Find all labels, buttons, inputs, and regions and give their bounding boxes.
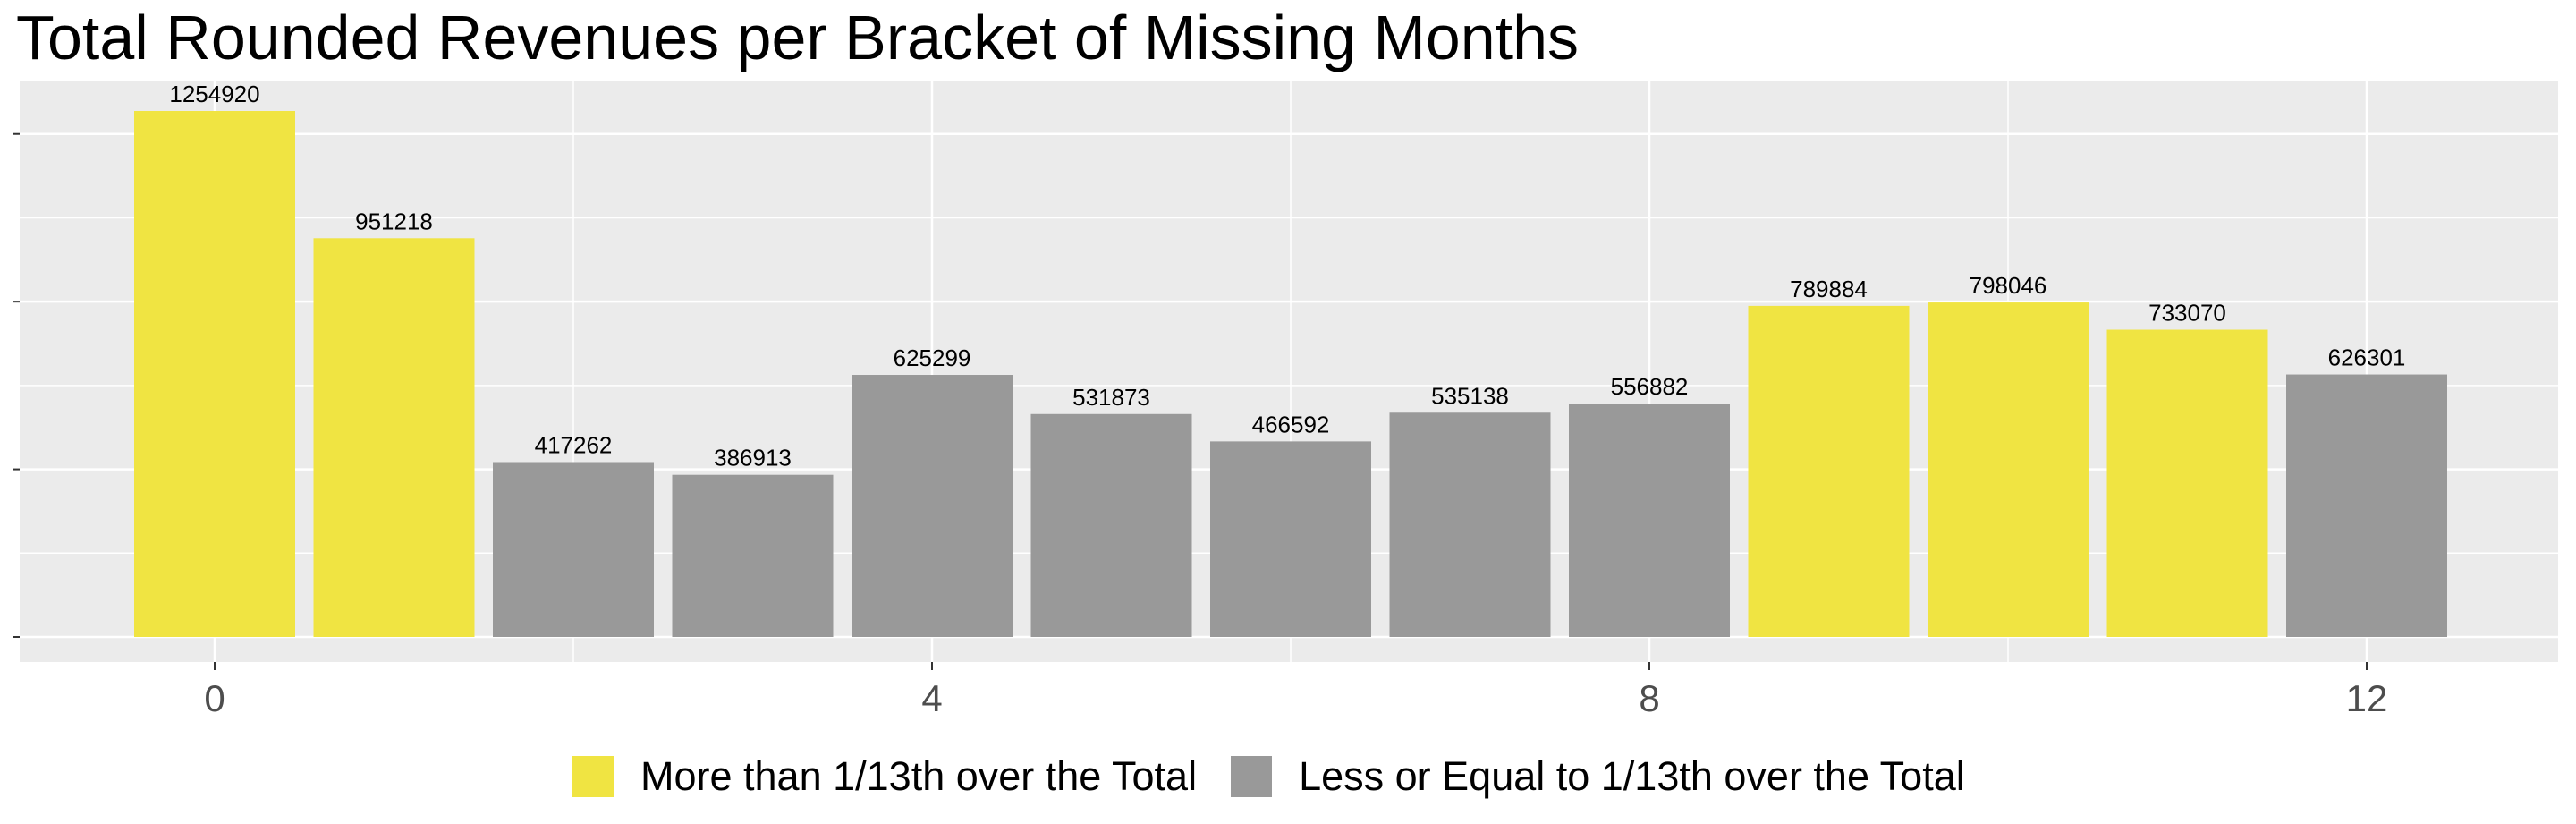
- bar: [2106, 329, 2268, 637]
- bar-value-label: 625299: [894, 344, 971, 371]
- bar-value-label: 466592: [1252, 411, 1330, 437]
- bar: [1210, 441, 1371, 637]
- bar-value-label: 535138: [1431, 382, 1509, 409]
- bar: [493, 462, 654, 637]
- axes: 0 4 8 12: [13, 132, 2388, 719]
- bar: [852, 375, 1013, 637]
- bar: [1389, 412, 1551, 637]
- bar-value-label: 386913: [714, 445, 792, 471]
- bar-value-label: 626301: [2328, 344, 2406, 371]
- bar-value-label: 417262: [535, 431, 613, 458]
- x-tick-label: 12: [2346, 677, 2388, 719]
- bars: [134, 111, 2447, 637]
- legend-swatch-above: [572, 756, 614, 797]
- bar-value-label: 556882: [1611, 373, 1689, 400]
- bar: [313, 238, 475, 637]
- x-tick-label: 4: [921, 677, 942, 719]
- chart-title: Total Rounded Revenues per Bracket of Mi…: [16, 3, 1580, 72]
- bar: [1928, 302, 2089, 637]
- legend: More than 1/13th over the Total Less or …: [572, 750, 1999, 803]
- bar: [2286, 374, 2447, 637]
- legend-label-above: More than 1/13th over the Total: [640, 753, 1198, 799]
- legend-swatch-below: [1231, 756, 1273, 797]
- bar: [672, 474, 834, 637]
- bar-value-label: 951218: [355, 208, 433, 234]
- legend-item-below: Less or Equal to 1/13th over the Total: [1231, 753, 1965, 800]
- bar: [1030, 413, 1192, 637]
- bar-value-label: 789884: [1790, 276, 1868, 302]
- x-tick-label: 8: [1639, 677, 1659, 719]
- bar: [1569, 404, 1730, 637]
- bar-value-label: 798046: [1970, 272, 2047, 299]
- bar-value-label: 1254920: [169, 81, 259, 107]
- legend-item-above: More than 1/13th over the Total: [572, 753, 1197, 800]
- data-labels: 1254920 951218 417262 386913 625299 531873 466…: [169, 81, 2405, 471]
- bar-value-label: 733070: [2148, 300, 2226, 327]
- legend-label-below: Less or Equal to 1/13th over the Total: [1299, 753, 1965, 799]
- bar-value-label: 531873: [1072, 384, 1150, 411]
- bar: [134, 111, 295, 637]
- bar: [1748, 305, 1910, 637]
- x-tick-label: 0: [204, 677, 225, 719]
